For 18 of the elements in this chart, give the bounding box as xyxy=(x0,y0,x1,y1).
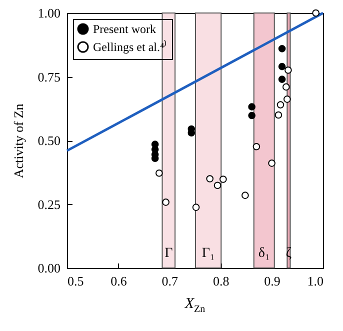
x-tick-label: 1.0 xyxy=(307,274,324,288)
x-tick-label: 0.5 xyxy=(68,274,84,288)
band-label: ζ xyxy=(286,246,292,261)
y-axis-title: Activity of Zn xyxy=(10,103,26,178)
band-label: δ₁ xyxy=(258,246,270,261)
y-tick-label: 1.00 xyxy=(38,6,60,20)
x-axis-title: X$_{Zn}$ xyxy=(184,296,206,315)
legend-label: Present work xyxy=(93,22,156,36)
x-tick-label: 0.9 xyxy=(264,274,280,288)
x-tick-label: 0.7 xyxy=(162,274,179,288)
y-tick-label: 0.00 xyxy=(38,260,60,276)
band-label: Γ xyxy=(164,246,173,261)
y-tick-label: 0.75 xyxy=(38,69,60,84)
band-label: Γ₁ xyxy=(202,246,215,261)
x-tick-label: 0.6 xyxy=(110,274,128,288)
y-tick-label: 0.25 xyxy=(38,196,60,212)
x-tick-label: 0.8 xyxy=(212,274,230,288)
y-tick-label: 0.50 xyxy=(38,133,60,148)
